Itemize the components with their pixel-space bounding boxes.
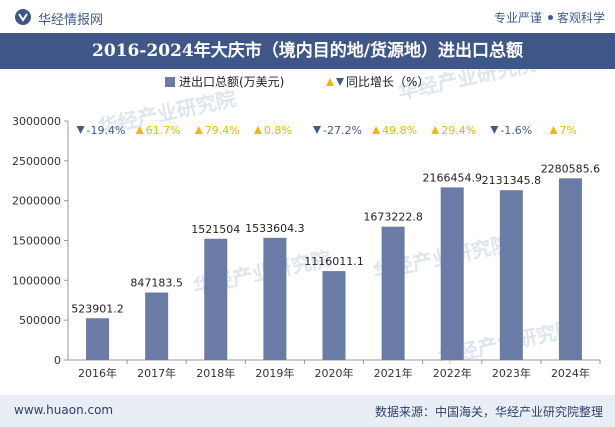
x-tick-label: 2022年 <box>433 366 472 380</box>
footer-source: 数据来源：中国海关，华经产业研究院整理 <box>374 405 603 419</box>
bar <box>322 271 346 360</box>
growth-label: 0.8% <box>264 124 292 137</box>
tagline-left: 专业严谨 <box>493 11 542 25</box>
x-tick-label: 2019年 <box>255 366 294 380</box>
tagline: 专业严谨 客观科学 <box>494 9 605 26</box>
growth-label: 29.4% <box>441 124 476 137</box>
growth-up-triangle-icon <box>194 126 203 134</box>
bar <box>145 292 169 360</box>
legend-bar-swatch <box>165 77 175 87</box>
brand-name: 华经情报网 <box>38 13 104 28</box>
growth-up-triangle-icon <box>253 126 262 134</box>
bar-value-label: 523901.2 <box>71 302 124 315</box>
bar <box>499 190 523 360</box>
y-tick-label: 2500000 <box>12 155 61 168</box>
x-tick-label: 2017年 <box>137 366 176 380</box>
bar <box>381 226 405 360</box>
footer-bar: www.huaon.com 数据来源：中国海关，华经产业研究院整理 <box>0 395 615 427</box>
y-tick-label: 3000000 <box>12 115 61 128</box>
bar-value-label: 1521504 <box>191 223 240 236</box>
x-tick-label: 2023年 <box>492 366 531 380</box>
bar-value-label: 2131345.8 <box>482 174 542 187</box>
bar-value-label: 847183.5 <box>130 277 183 290</box>
growth-down-triangle-icon <box>313 126 321 134</box>
growth-up-triangle-icon <box>431 126 440 134</box>
bar <box>204 238 228 360</box>
bar-value-label: 2166454.9 <box>422 171 482 184</box>
growth-down-triangle-icon <box>76 126 85 134</box>
y-tick-label: 1500000 <box>12 235 61 248</box>
bar <box>558 178 582 360</box>
growth-label: -27.2% <box>323 124 362 137</box>
legend-bar-label: 进出口总额(万美元) <box>179 75 284 89</box>
tagline-dot-icon <box>547 15 553 20</box>
footer-site: www.huaon.com <box>14 403 114 417</box>
y-tick-label: 500000 <box>19 314 61 327</box>
x-tick-label: 2018年 <box>196 366 235 380</box>
x-tick-label: 2016年 <box>78 366 117 380</box>
huajing-logo-icon <box>15 9 31 25</box>
x-tick-label: 2024年 <box>551 366 590 380</box>
x-tick-label: 2020年 <box>315 366 354 380</box>
growth-label: 7% <box>559 124 576 137</box>
growth-up-triangle-icon <box>372 126 381 134</box>
bar-value-label: 1116011.1 <box>304 255 364 268</box>
bar <box>263 237 287 360</box>
chart: 华经产业研究院华经产业研究院华经产业研究院华经产业研究院华经产业研究院进出口总额… <box>12 69 601 380</box>
legend-up-triangle-icon <box>326 78 334 86</box>
growth-label: -1.6% <box>500 124 532 137</box>
title-bar: 2016-2024年大庆市（境内目的地/货源地）进出口总额 <box>0 33 615 69</box>
legend-down-triangle-icon <box>336 78 344 86</box>
y-tick-label: 0 <box>54 354 61 367</box>
tagline-right: 客观科学 <box>556 11 605 25</box>
x-tick-label: 2021年 <box>374 366 413 380</box>
bar <box>440 187 464 360</box>
bar-value-label: 2280585.6 <box>541 162 601 175</box>
growth-label: 49.8% <box>382 124 417 137</box>
y-tick-label: 2000000 <box>12 195 61 208</box>
growth-label: 79.4% <box>205 124 240 137</box>
chart-title: 2016-2024年大庆市（境内目的地/货源地）进出口总额 <box>92 41 523 61</box>
growth-label: 61.7% <box>146 124 181 137</box>
bar <box>86 318 110 360</box>
bar-value-label: 1533604.3 <box>245 222 305 235</box>
growth-up-triangle-icon <box>549 126 558 134</box>
growth-up-triangle-icon <box>135 126 144 134</box>
bar-value-label: 1673222.8 <box>363 211 423 224</box>
growth-label: -19.4% <box>87 124 126 137</box>
top-bar: 华经情报网 专业严谨 客观科学 <box>0 0 615 33</box>
legend-growth-label: 同比增长（%） <box>346 75 429 89</box>
y-tick-label: 1000000 <box>12 274 61 287</box>
growth-down-triangle-icon <box>490 126 499 134</box>
